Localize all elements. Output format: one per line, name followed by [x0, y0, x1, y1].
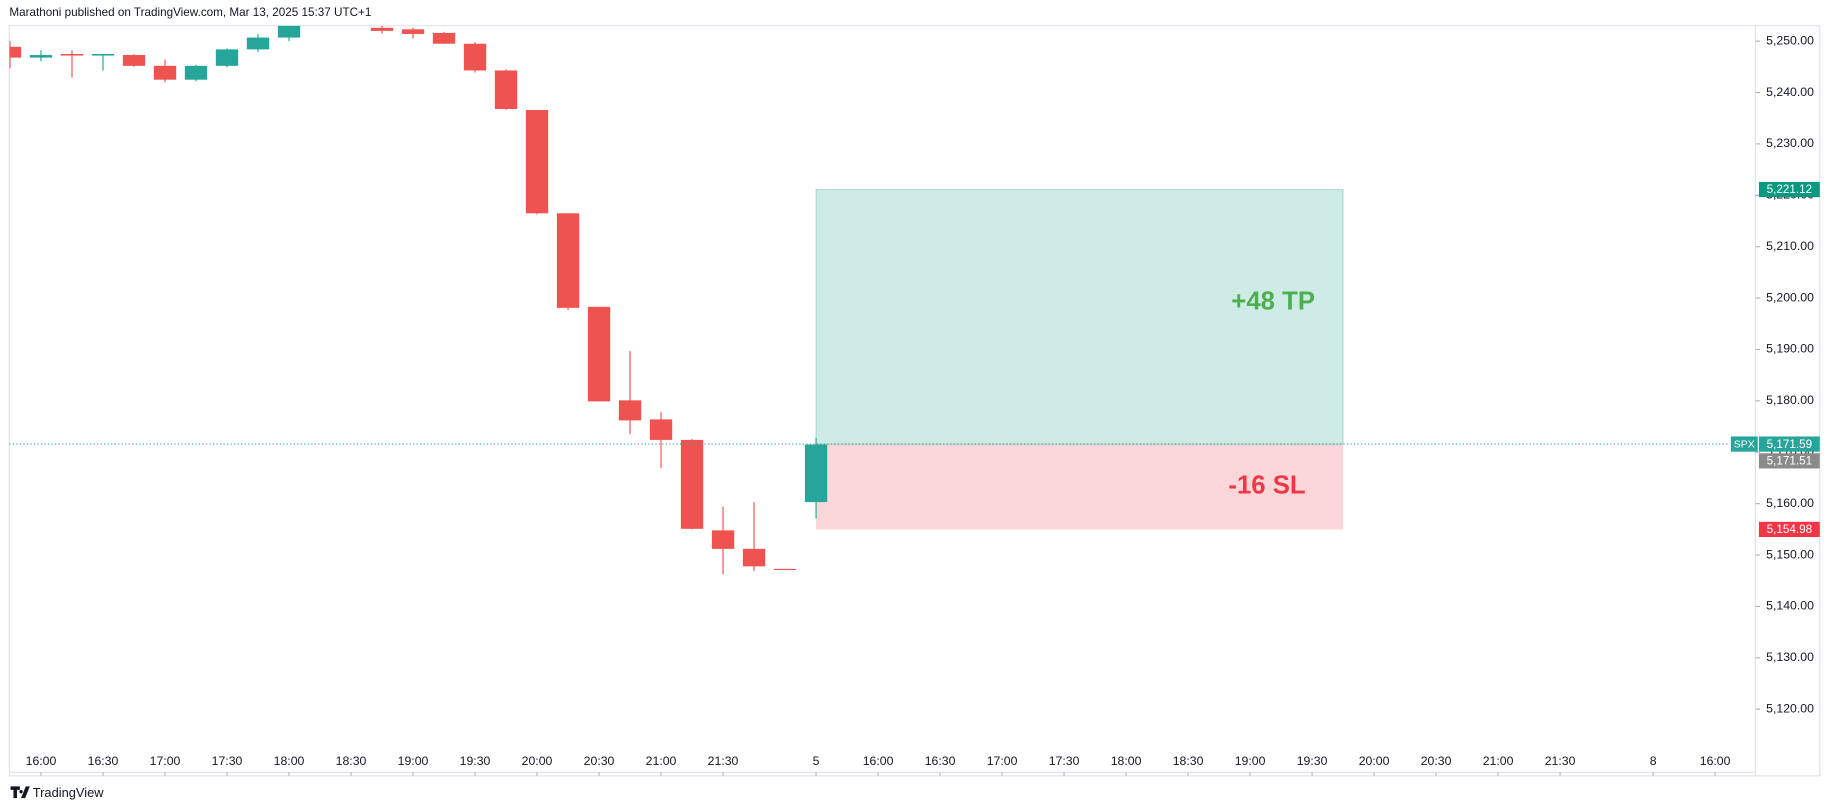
stop-loss-zone [816, 444, 1344, 530]
x-tick-label: 20:00 [522, 754, 553, 768]
candle-body [29, 55, 53, 58]
price-badge [1758, 436, 1820, 452]
footer: TradingView [33, 785, 104, 800]
x-tick-label: 20:30 [584, 754, 615, 768]
candle-body [649, 419, 673, 440]
frame [8, 25, 1821, 777]
candle-body [463, 43, 487, 71]
x-tick-label: 8 [1650, 754, 1657, 768]
logo: TradingView [10, 785, 104, 800]
candle-body [711, 530, 735, 549]
plot: +48 TP -16 SL [9, 25, 1344, 575]
x-tick-label: 19:30 [1297, 754, 1328, 768]
x-tick-label: 18:30 [1173, 754, 1204, 768]
candle-body [184, 65, 208, 80]
candle-body [60, 54, 84, 56]
x-tick-label: 18:30 [336, 754, 367, 768]
candle-body [91, 54, 115, 56]
x-tick-label: 17:00 [150, 754, 181, 768]
x-tick-label: 17:30 [212, 754, 243, 768]
x-tick-label: 21:00 [646, 754, 677, 768]
x-tick-label: 16:00 [863, 754, 894, 768]
y-tick-label: 5,150.00 [1766, 547, 1814, 561]
x-tick-label: 5 [813, 754, 820, 768]
candle-body [122, 55, 146, 66]
price-badge [1758, 453, 1820, 469]
y-tick-label: 5,230.00 [1766, 136, 1814, 150]
price-label: 5,221.12 [1767, 183, 1812, 196]
price-label: 5,171.59 [1767, 438, 1812, 451]
x-tick-label: 19:30 [460, 754, 491, 768]
x-tick-label: 16:00 [26, 754, 57, 768]
candle-body [9, 46, 22, 58]
y-tick-label: 5,240.00 [1766, 85, 1814, 99]
symbol-badge [1730, 436, 1758, 452]
x-tick-label: 17:00 [987, 754, 1018, 768]
candle-body [153, 65, 177, 80]
x-tick-label: 20:30 [1421, 754, 1452, 768]
y-tick-label: 5,130.00 [1766, 650, 1814, 664]
candle-body [587, 306, 611, 402]
x-tick-label: 21:30 [708, 754, 739, 768]
y-tick-label: 5,200.00 [1766, 290, 1814, 304]
x-tick-label: 17:30 [1049, 754, 1080, 768]
price-label: 5,154.98 [1767, 523, 1812, 536]
candle-body [277, 25, 301, 38]
price-badge [1758, 521, 1820, 538]
candle-body [618, 400, 642, 421]
x-tick-label: 18:00 [1111, 754, 1142, 768]
y-tick-label: 5,180.00 [1766, 393, 1814, 407]
x-tick-label: 19:00 [1235, 754, 1266, 768]
y-tick-label: 5,120.00 [1766, 701, 1814, 715]
y-tick-label: 5,140.00 [1766, 599, 1814, 613]
y-tick-label: 5,250.00 [1766, 33, 1814, 47]
candle-body [680, 439, 704, 529]
tp-label: +48 TP [1231, 288, 1315, 316]
price-badge [1758, 181, 1820, 198]
candle-body [401, 29, 425, 34]
x-tick-label: 16:30 [925, 754, 956, 768]
price-label: 5,171.51 [1767, 455, 1812, 468]
candle-body [370, 27, 394, 31]
candle-body [494, 70, 518, 109]
candle-body [432, 32, 456, 44]
candle-body [525, 110, 549, 214]
candle-body [773, 568, 797, 571]
take-profit-zone [815, 188, 1344, 445]
candle-body [246, 37, 270, 50]
x-tick-label: 16:00 [1700, 754, 1731, 768]
x-tick-label: 21:00 [1483, 754, 1514, 768]
x-tick-label: 18:00 [274, 754, 305, 768]
header: Marathoni published on TradingView.com, … [9, 6, 371, 19]
y-tick-label: 5,160.00 [1766, 496, 1814, 510]
symbol-label: SPX [1734, 438, 1755, 450]
candle-body [804, 444, 828, 503]
candle-body [556, 213, 580, 308]
x-tick-label: 19:00 [398, 754, 429, 768]
x-tick-label: 21:30 [1545, 754, 1576, 768]
sl-label: -16 SL [1228, 472, 1305, 500]
y-tick-label: 5,210.00 [1766, 239, 1814, 253]
candle-body [215, 49, 239, 66]
candle-body [742, 548, 766, 567]
x-tick-label: 20:00 [1359, 754, 1390, 768]
y-tick-label: 5,190.00 [1766, 342, 1814, 356]
x-tick-label: 16:30 [88, 754, 119, 768]
